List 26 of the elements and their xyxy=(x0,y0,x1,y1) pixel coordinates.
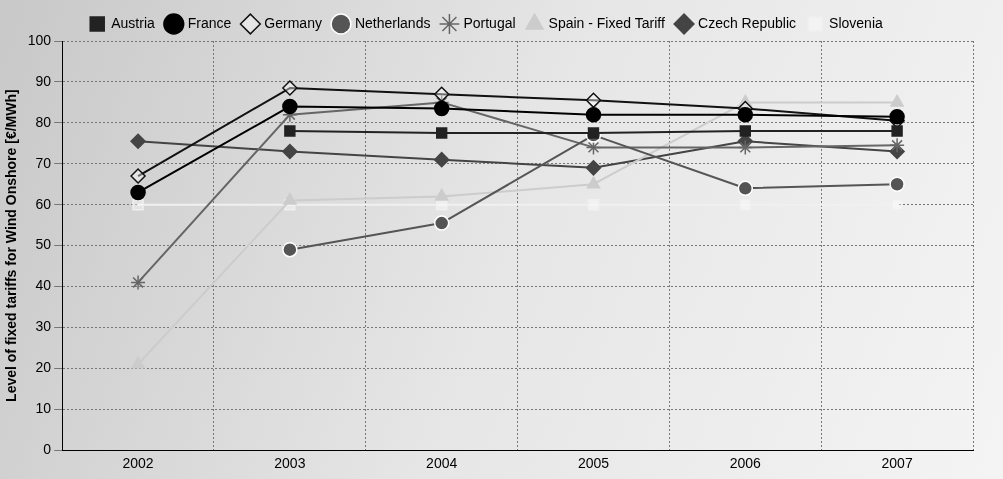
y-tick-label: 90 xyxy=(35,72,52,89)
legend-label: Portugal xyxy=(463,14,516,31)
y-axis-title: Level of fixed tariffs for Wind Onshore [€/MWh] xyxy=(3,89,20,402)
y-tick-label: 30 xyxy=(35,318,52,335)
y-tick-label: 100 xyxy=(27,31,52,48)
x-tick-label: 2005 xyxy=(577,455,610,472)
y-tick-label: 50 xyxy=(35,236,52,253)
x-tick-label: 2007 xyxy=(881,455,913,472)
y-tick-label: 80 xyxy=(35,113,52,130)
y-tick-label: 10 xyxy=(35,400,52,417)
y-tick-label: 60 xyxy=(35,195,52,212)
y-tick-label: 70 xyxy=(35,154,52,171)
x-tick-label: 2006 xyxy=(729,455,762,472)
legend-label: Czech Republic xyxy=(698,14,797,31)
y-tick-label: 0 xyxy=(43,441,52,458)
x-tick-label: 2004 xyxy=(426,455,458,472)
legend-label: Netherlands xyxy=(354,14,431,31)
legend-label: Slovenia xyxy=(829,14,883,31)
x-tick-label: 2002 xyxy=(122,455,154,472)
legend-label: Austria xyxy=(111,14,156,31)
legend-label: Spain - Fixed Tariff xyxy=(548,14,665,31)
legend-label: France xyxy=(187,14,232,31)
y-tick-label: 40 xyxy=(35,277,52,294)
x-tick-label: 2003 xyxy=(274,455,306,472)
legend-label: Germany xyxy=(264,14,322,31)
y-tick-label: 20 xyxy=(35,359,52,376)
